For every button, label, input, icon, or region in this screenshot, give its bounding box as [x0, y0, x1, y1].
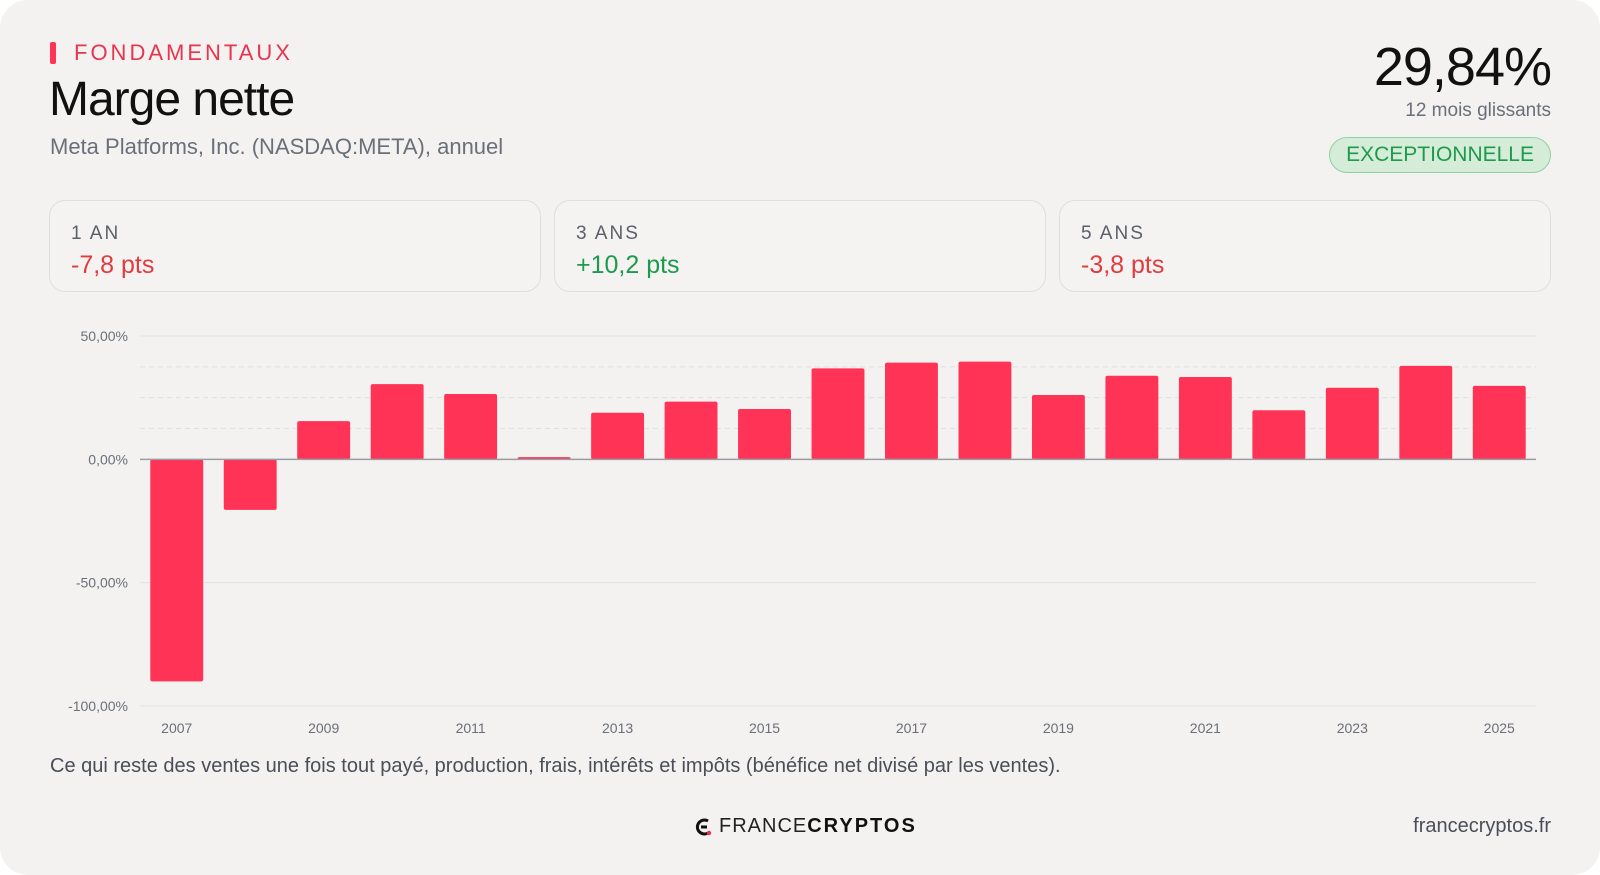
- headline-value: 29,84%: [1373, 37, 1552, 97]
- x-tick-label: 2021: [1190, 720, 1221, 736]
- bar: [444, 393, 498, 460]
- page-title: Marge nette: [49, 73, 295, 126]
- x-tick-label: 2015: [749, 720, 780, 736]
- stat-card-1y: 1 AN -7,8 pts: [49, 200, 541, 292]
- bar: [885, 362, 938, 460]
- bar: [150, 459, 204, 682]
- y-tick-label: 50,00%: [81, 328, 128, 344]
- y-tick-label: -100,00%: [68, 698, 128, 714]
- bar: [664, 401, 718, 460]
- bar: [297, 421, 351, 460]
- x-tick-label: 2023: [1337, 720, 1368, 736]
- bar: [591, 412, 645, 460]
- bar: [370, 384, 424, 460]
- x-tick-label: 2019: [1043, 720, 1074, 736]
- x-tick-label: 2007: [161, 720, 192, 736]
- stat-card-3y: 3 ANS +10,2 pts: [554, 200, 1046, 292]
- brand-mark-icon: [695, 818, 712, 835]
- stat-value: -7,8 pts: [71, 251, 155, 279]
- chart-description: Ce qui reste des ventes une fois tout pa…: [50, 755, 1061, 777]
- stat-value: +10,2 pts: [576, 251, 680, 279]
- stat-label: 1 AN: [71, 223, 121, 244]
- bar: [1325, 387, 1379, 460]
- bar: [1178, 376, 1232, 460]
- brand-name-part1: FRANCE: [719, 815, 808, 837]
- rating-badge: EXCEPTIONNELLE: [1329, 137, 1551, 173]
- brand-name-part2: CRYPTOS: [807, 815, 917, 837]
- stat-label: 5 ANS: [1081, 223, 1145, 244]
- stat-card-5y: 5 ANS -3,8 pts: [1059, 200, 1551, 292]
- bar: [1252, 410, 1306, 460]
- bar: [1472, 385, 1526, 460]
- y-tick-label: 0,00%: [88, 451, 128, 467]
- bar: [1399, 365, 1453, 460]
- kicker-accent-bar: [50, 42, 56, 64]
- x-tick-label: 2025: [1484, 720, 1515, 736]
- kicker-label: FONDAMENTAUX: [74, 40, 293, 65]
- bar: [1105, 375, 1159, 460]
- bar: [223, 459, 277, 510]
- bar: [738, 409, 791, 460]
- x-tick-label: 2011: [456, 720, 486, 736]
- x-tick-label: 2017: [896, 720, 927, 736]
- x-tick-label: 2013: [602, 720, 633, 736]
- bar: [958, 361, 1012, 460]
- bar-chart: 50,00% 0,00% -50,00% -100,00% 2007 2009 2011 20…: [68, 328, 1536, 736]
- bar: [811, 368, 865, 460]
- y-tick-label: -50,00%: [76, 575, 128, 591]
- brand-logo: FRANCE CRYPTOS: [693, 815, 917, 838]
- section-kicker: FONDAMENTAUX: [50, 40, 293, 66]
- bar: [1031, 394, 1085, 460]
- stat-value: -3,8 pts: [1081, 251, 1165, 279]
- x-tick-label: 2009: [308, 720, 339, 736]
- page-subtitle: Meta Platforms, Inc. (NASDAQ:META), annu…: [50, 134, 504, 159]
- period-label: 12 mois glissants: [1405, 100, 1551, 121]
- site-url: francecryptos.fr: [1413, 815, 1551, 837]
- stat-label: 3 ANS: [576, 223, 640, 244]
